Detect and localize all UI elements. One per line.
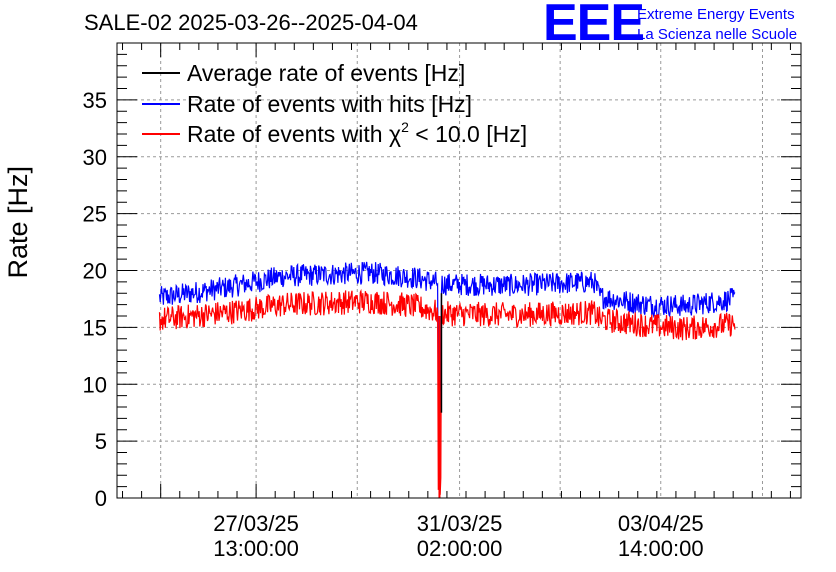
legend-chi2-main: Rate of events with χ bbox=[187, 121, 401, 147]
data-traces bbox=[158, 261, 736, 498]
y-tick-label: 5 bbox=[95, 429, 107, 454]
y-axis: 0 5 10 15 20 25 30 35 bbox=[83, 53, 801, 511]
legend-label-average: Average rate of events [Hz] bbox=[187, 60, 465, 86]
logo-text: EEE bbox=[543, 0, 644, 52]
y-tick-label: 30 bbox=[83, 145, 107, 170]
legend: Average rate of events [Hz] Rate of even… bbox=[142, 60, 527, 147]
y-tick-label: 10 bbox=[83, 372, 107, 397]
series-chi2-line bbox=[158, 288, 736, 495]
x-tick-date: 03/04/25 bbox=[618, 511, 704, 536]
y-tick-label: 0 bbox=[95, 486, 107, 511]
series-hits-line bbox=[158, 261, 736, 408]
x-tick-date: 31/03/25 bbox=[417, 511, 503, 536]
x-tick-date: 27/03/25 bbox=[213, 511, 299, 536]
y-tick-label: 35 bbox=[83, 88, 107, 113]
y-tick-label: 20 bbox=[83, 259, 107, 284]
legend-label-chi2: Rate of events with χ2 < 10.0 [Hz] bbox=[187, 119, 527, 147]
legend-chi2-sup: 2 bbox=[401, 119, 409, 135]
x-tick-time: 13:00:00 bbox=[213, 536, 299, 561]
eee-logo: EEE Extreme Energy Events La Scienza nel… bbox=[543, 0, 797, 52]
y-axis-label: Rate [Hz] bbox=[3, 166, 33, 279]
grid bbox=[117, 43, 801, 498]
legend-label-hits: Rate of events with hits [Hz] bbox=[187, 91, 472, 117]
legend-chi2-tail: < 10.0 [Hz] bbox=[409, 121, 527, 147]
x-tick-time: 02:00:00 bbox=[417, 536, 503, 561]
y-tick-label: 15 bbox=[83, 315, 107, 340]
logo-line2: La Scienza nelle Scuole bbox=[637, 26, 797, 43]
y-tick-label: 25 bbox=[83, 202, 107, 227]
x-tick-time: 14:00:00 bbox=[618, 536, 704, 561]
chart-title: SALE-02 2025-03-26--2025-04-04 bbox=[84, 10, 418, 35]
logo-line1: Extreme Energy Events bbox=[637, 6, 795, 23]
